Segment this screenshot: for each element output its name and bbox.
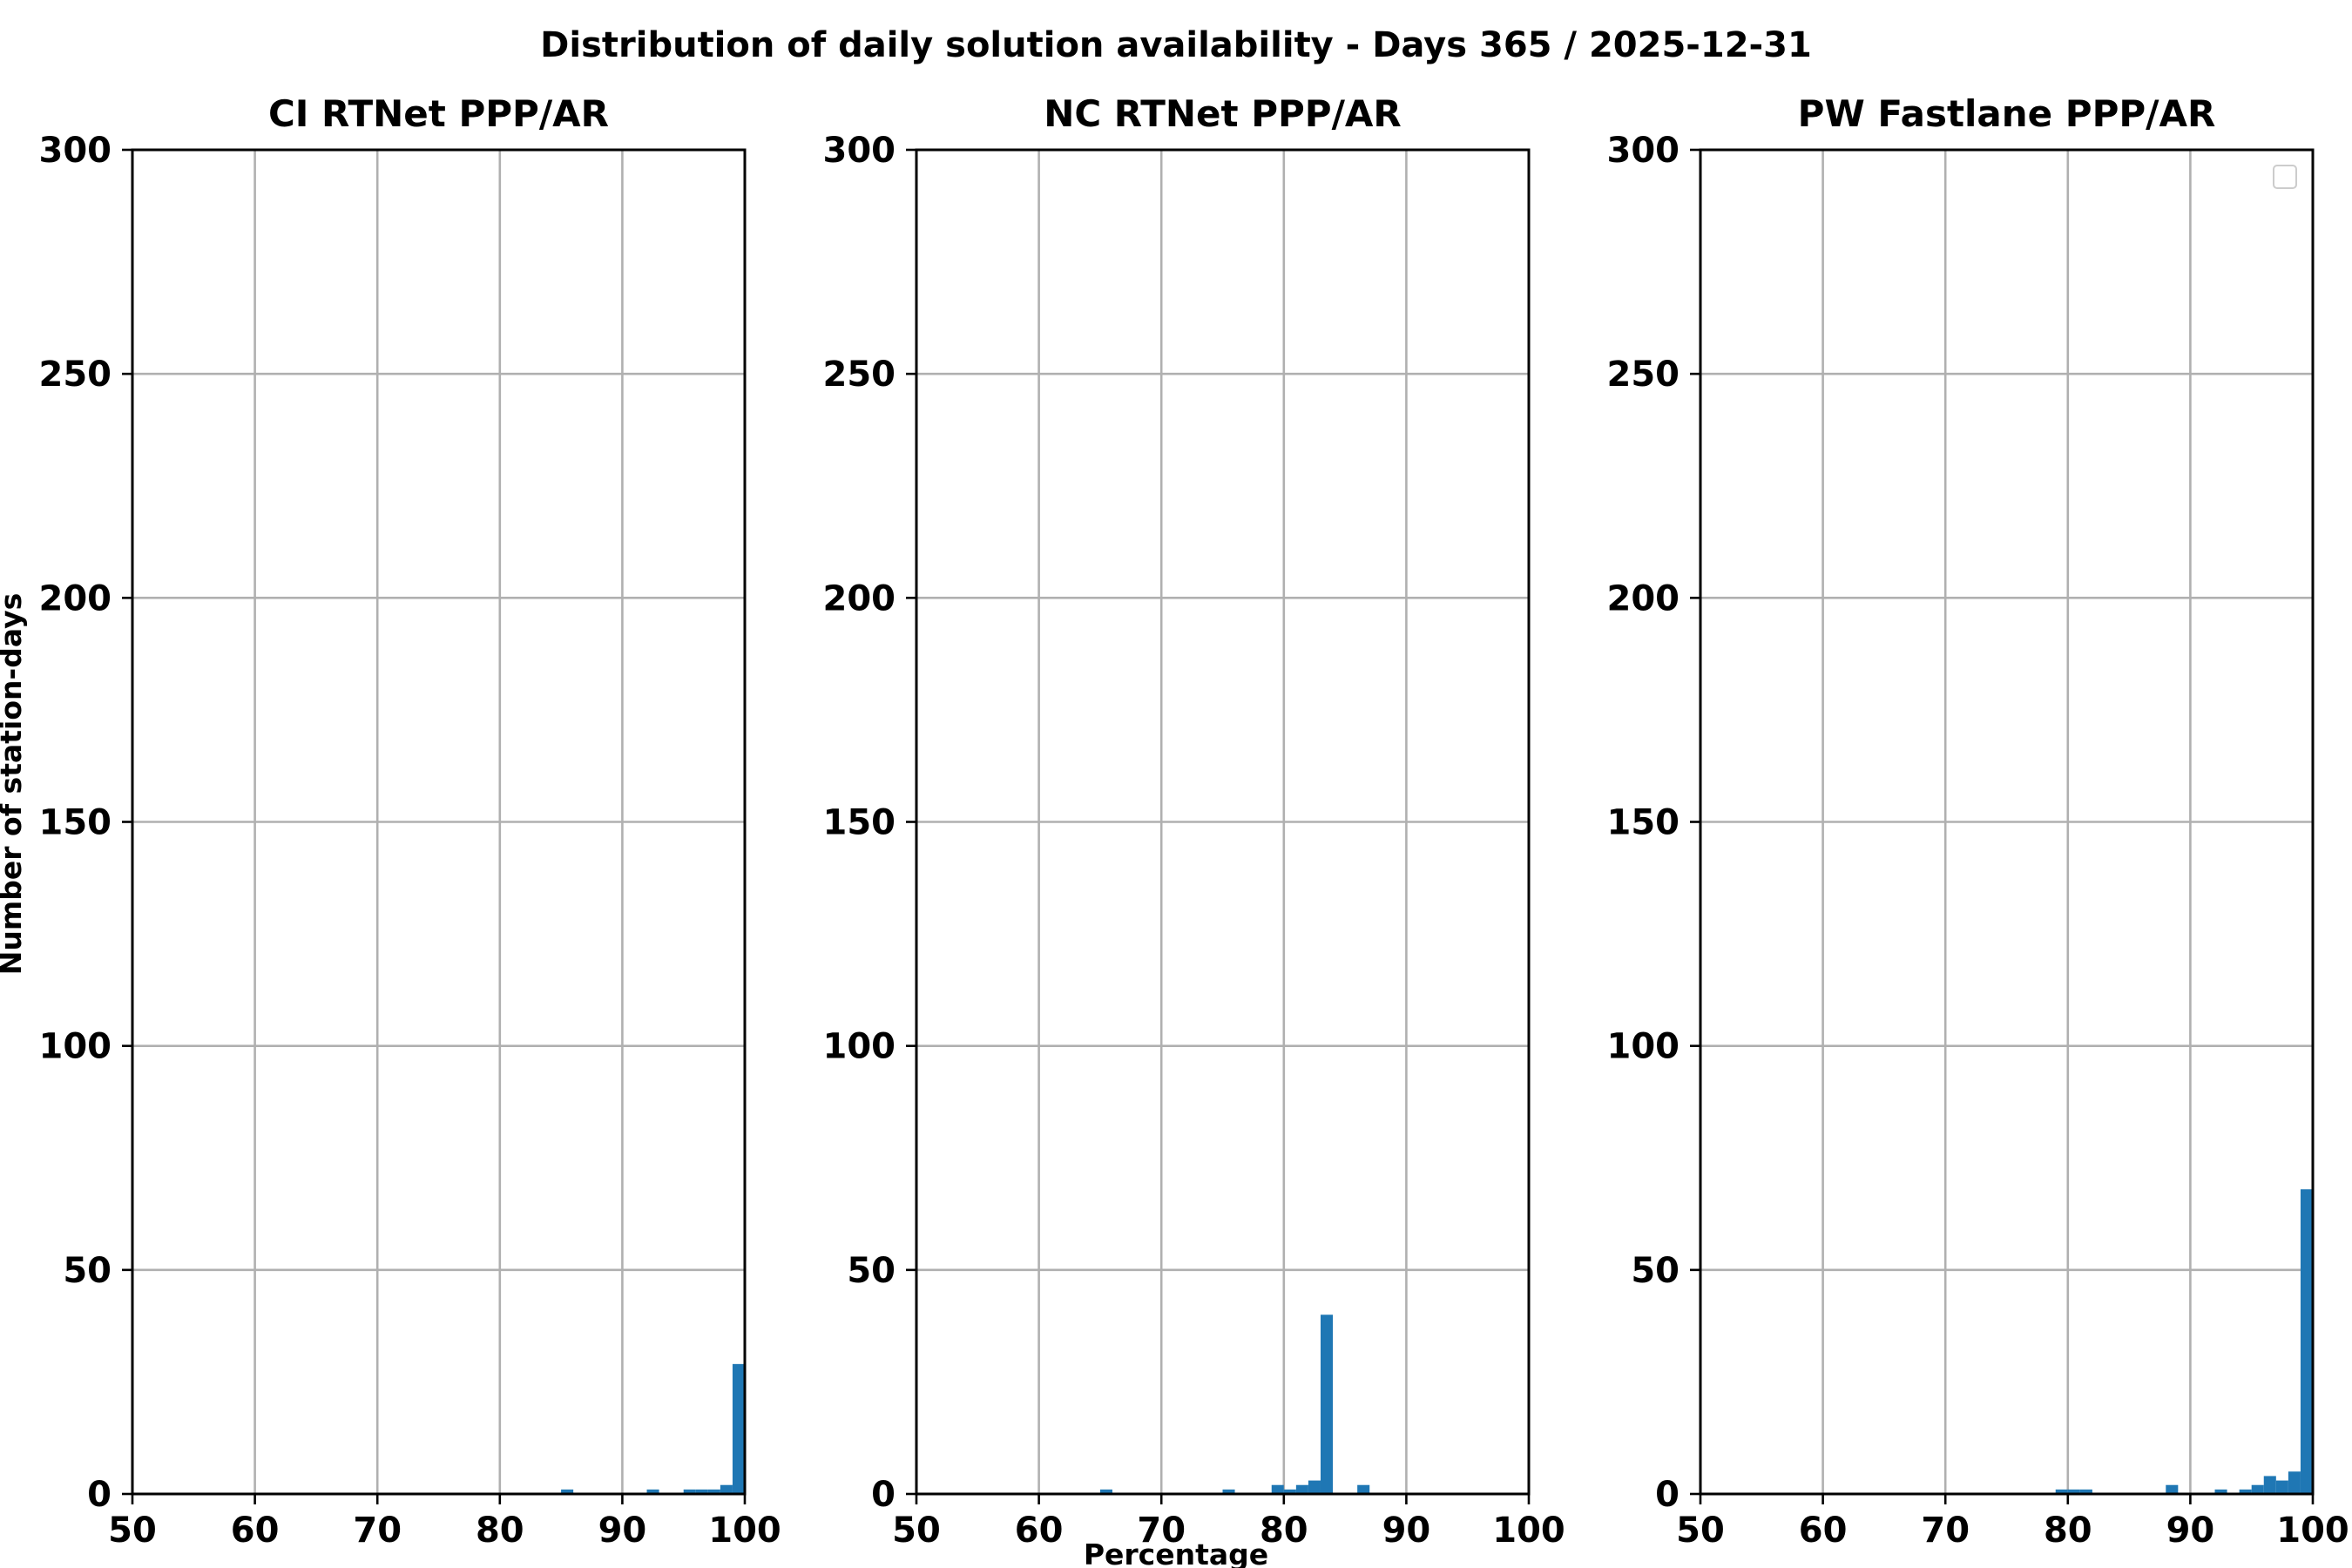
y-tick-label: 250 xyxy=(823,355,896,395)
histogram-bar xyxy=(2239,1489,2252,1494)
x-axis-label: Percentage xyxy=(1084,1538,1268,1568)
x-tick-label: 70 xyxy=(1921,1511,1970,1551)
y-tick-label: 150 xyxy=(1607,803,1680,843)
histogram-bar xyxy=(1271,1484,1284,1494)
histogram-bar xyxy=(561,1489,574,1494)
y-tick-label: 250 xyxy=(1607,355,1680,395)
y-tick-label: 0 xyxy=(1655,1475,1680,1515)
histogram-bar xyxy=(720,1484,733,1494)
histogram-bar xyxy=(707,1489,720,1494)
y-tick-label: 200 xyxy=(39,578,112,618)
y-tick-label: 100 xyxy=(1607,1027,1680,1067)
y-tick-label: 0 xyxy=(871,1475,896,1515)
histogram-bar xyxy=(2166,1484,2179,1494)
x-tick-label: 90 xyxy=(1382,1511,1431,1551)
x-tick-label: 100 xyxy=(1492,1511,1565,1551)
x-tick-label: 50 xyxy=(892,1511,941,1551)
x-tick-label: 100 xyxy=(2276,1511,2349,1551)
histogram-bar xyxy=(2079,1489,2092,1494)
histogram-bar xyxy=(1295,1484,1308,1494)
y-tick-label: 300 xyxy=(1607,131,1680,171)
panel-title: PW Fastlane PPP/AR xyxy=(1798,92,2216,135)
histogram-bar xyxy=(2275,1480,2288,1494)
x-tick-label: 60 xyxy=(1799,1511,1848,1551)
y-tick-label: 150 xyxy=(39,803,112,843)
x-tick-label: 90 xyxy=(2166,1511,2215,1551)
x-tick-label: 70 xyxy=(1137,1511,1186,1551)
histogram-bar xyxy=(2055,1489,2068,1494)
x-tick-label: 50 xyxy=(108,1511,157,1551)
x-tick-label: 60 xyxy=(231,1511,280,1551)
histogram-bar xyxy=(1099,1489,1112,1494)
x-tick-label: 80 xyxy=(476,1511,524,1551)
histogram-bar xyxy=(1308,1480,1321,1494)
y-tick-label: 200 xyxy=(1607,578,1680,618)
y-tick-label: 50 xyxy=(847,1251,896,1291)
y-tick-label: 100 xyxy=(823,1027,896,1067)
histogram-bar xyxy=(683,1489,696,1494)
x-tick-label: 90 xyxy=(598,1511,647,1551)
y-tick-label: 100 xyxy=(39,1027,112,1067)
panel-title: NC RTNet PPP/AR xyxy=(1044,92,1402,135)
panel-title: CI RTNet PPP/AR xyxy=(268,92,609,135)
histogram-bar xyxy=(646,1489,659,1494)
histogram-bar xyxy=(2214,1489,2227,1494)
x-tick-label: 80 xyxy=(1260,1511,1308,1551)
histogram-bar xyxy=(1283,1489,1296,1494)
histogram-bar xyxy=(2251,1484,2264,1494)
y-tick-label: 250 xyxy=(39,355,112,395)
x-tick-label: 60 xyxy=(1015,1511,1064,1551)
y-tick-label: 50 xyxy=(63,1251,112,1291)
histogram-bar xyxy=(1320,1315,1334,1494)
x-tick-label: 70 xyxy=(353,1511,402,1551)
histogram-bar xyxy=(2288,1471,2301,1494)
histogram-bar xyxy=(2067,1489,2080,1494)
legend-box xyxy=(2273,165,2297,189)
histogram-bar xyxy=(1357,1484,1370,1494)
y-tick-label: 150 xyxy=(823,803,896,843)
y-tick-label: 0 xyxy=(87,1475,112,1515)
x-tick-label: 50 xyxy=(1676,1511,1725,1551)
histogram-bar xyxy=(1222,1489,1235,1494)
y-tick-label: 200 xyxy=(823,578,896,618)
x-tick-label: 80 xyxy=(2044,1511,2092,1551)
histogram-bar xyxy=(2263,1476,2276,1494)
y-tick-label: 50 xyxy=(1631,1251,1680,1291)
histogram-bar xyxy=(732,1363,745,1494)
x-tick-label: 100 xyxy=(708,1511,781,1551)
histogram-bar xyxy=(695,1489,708,1494)
figure-title: Distribution of daily solution availabil… xyxy=(540,25,1812,65)
histogram-bar xyxy=(2300,1189,2313,1494)
y-axis-label: Number of station-days xyxy=(0,593,28,975)
y-tick-label: 300 xyxy=(39,131,112,171)
y-tick-label: 300 xyxy=(823,131,896,171)
